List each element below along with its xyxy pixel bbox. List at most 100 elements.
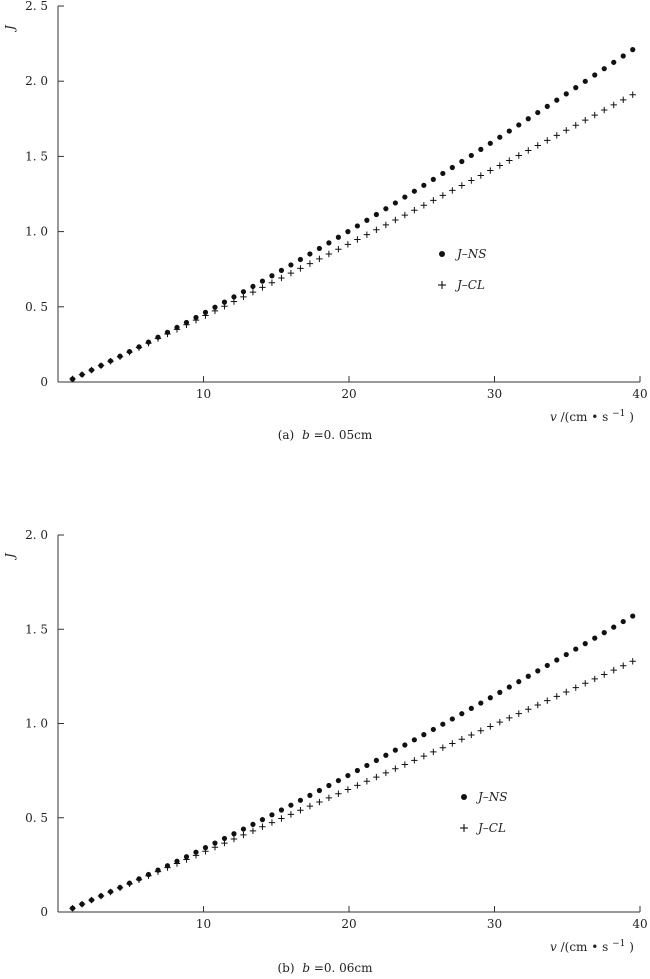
data-point-cl: [354, 782, 361, 789]
y-tick-label: 0. 5: [25, 811, 48, 825]
x-tick-label: 20: [341, 917, 356, 931]
data-point-cl: [439, 744, 447, 751]
data-point-cl: [202, 312, 209, 319]
data-point-ns: [516, 679, 522, 685]
data-point-cl: [154, 868, 162, 875]
data-point-cl: [392, 216, 399, 224]
data-point-ns: [392, 200, 398, 206]
data-point-cl: [249, 288, 257, 296]
data-point-cl: [591, 111, 598, 119]
data-point-cl: [373, 226, 380, 233]
y-tick-label: 1. 5: [25, 622, 48, 636]
y-ticks: 0 0. 5 1. 0 1. 5 2. 0: [25, 528, 64, 919]
data-point-cl: [468, 731, 475, 739]
data-point-ns: [544, 103, 550, 109]
data-point-cl: [534, 142, 541, 149]
legend: J–NS J–CL: [438, 247, 487, 292]
data-point-ns: [620, 618, 626, 625]
data-point-ns: [278, 807, 285, 813]
x-tick-label: 30: [487, 387, 502, 401]
data-point-cl: [183, 321, 190, 328]
data-point-ns: [573, 646, 579, 652]
y-tick-label: 2. 0: [25, 528, 48, 542]
data-point-cl: [620, 662, 627, 669]
data-point-ns: [240, 826, 247, 832]
y-tick-label: 2. 5: [25, 0, 48, 13]
data-point-cl: [411, 757, 418, 764]
data-point-ns: [478, 146, 484, 152]
data-point-cl: [145, 872, 152, 879]
data-point-cl: [78, 900, 86, 908]
legend-marker-ns: [461, 794, 467, 800]
x-tick-label: 10: [196, 917, 211, 931]
data-point-cl: [88, 896, 95, 904]
data-point-cl: [506, 157, 513, 164]
caption: (a) b =0. 05cm: [278, 428, 373, 442]
caption-rest: =0. 06cm: [314, 961, 373, 975]
data-point-ns: [563, 651, 569, 658]
data-point-cl: [601, 671, 608, 678]
data-point-cl: [363, 231, 371, 238]
data-point-cl: [430, 197, 437, 204]
data-point-ns: [240, 289, 247, 295]
data-point-ns: [250, 283, 256, 290]
data-point-cl: [306, 802, 314, 810]
data-point-ns: [601, 66, 607, 72]
data-point-cl: [107, 888, 114, 896]
data-point-ns: [525, 116, 531, 122]
caption-prefix: (b): [277, 961, 294, 975]
data-point-cl: [373, 773, 380, 781]
x-axis-label-unit: /(cm • s: [561, 940, 609, 954]
data-point-cl: [211, 307, 219, 315]
data-point-cl: [173, 860, 181, 867]
x-axis-label-var: v: [550, 940, 557, 954]
data-point-cl: [278, 274, 285, 282]
data-point-ns: [364, 762, 370, 769]
data-point-cl: [116, 353, 124, 360]
data-point-cl: [363, 778, 371, 785]
data-point-ns: [335, 777, 341, 784]
data-point-ns: [326, 782, 332, 789]
data-point-ns: [402, 194, 408, 200]
data-point-cl: [316, 798, 323, 806]
data-point-ns: [288, 262, 294, 268]
data-point-ns: [221, 299, 228, 305]
data-point-ns: [411, 188, 417, 194]
x-axis-label-var: v: [550, 410, 557, 424]
data-point-ns: [202, 845, 209, 851]
data-point-cl: [126, 880, 133, 888]
data-point-cl: [116, 884, 124, 892]
data-point-ns: [383, 752, 389, 758]
caption-prefix: (a): [278, 428, 295, 442]
data-point-ns: [421, 732, 427, 738]
data-point-ns: [563, 91, 569, 97]
x-ticks: 10 20 30 40: [196, 376, 648, 401]
data-point-cl: [88, 366, 95, 374]
legend-label-cl: J–CL: [475, 821, 506, 835]
x-tick-label: 20: [341, 387, 356, 401]
data-point-ns: [345, 772, 351, 779]
data-point-ns: [516, 122, 522, 128]
y-tick-label: 0: [40, 905, 48, 919]
data-points: [69, 613, 636, 912]
data-point-ns: [440, 721, 446, 727]
data-point-cl: [97, 362, 105, 369]
data-point-cl: [183, 856, 190, 863]
data-point-cl: [268, 279, 276, 286]
x-axis-label: v /(cm • s −1 ): [550, 935, 634, 954]
x-axis-label-close: ): [629, 410, 634, 424]
data-point-ns: [611, 624, 617, 630]
data-point-cl: [382, 221, 390, 229]
data-point-cl: [477, 172, 485, 179]
data-point-ns: [497, 134, 503, 140]
data-point-cl: [335, 245, 342, 253]
data-point-cl: [439, 192, 447, 199]
caption-var: b: [302, 961, 310, 975]
data-point-cl: [192, 316, 200, 324]
data-point-ns: [402, 742, 408, 748]
data-point-ns: [544, 662, 550, 669]
data-point-ns: [525, 673, 531, 679]
data-point-cl: [401, 211, 409, 219]
data-point-cl: [259, 823, 266, 830]
